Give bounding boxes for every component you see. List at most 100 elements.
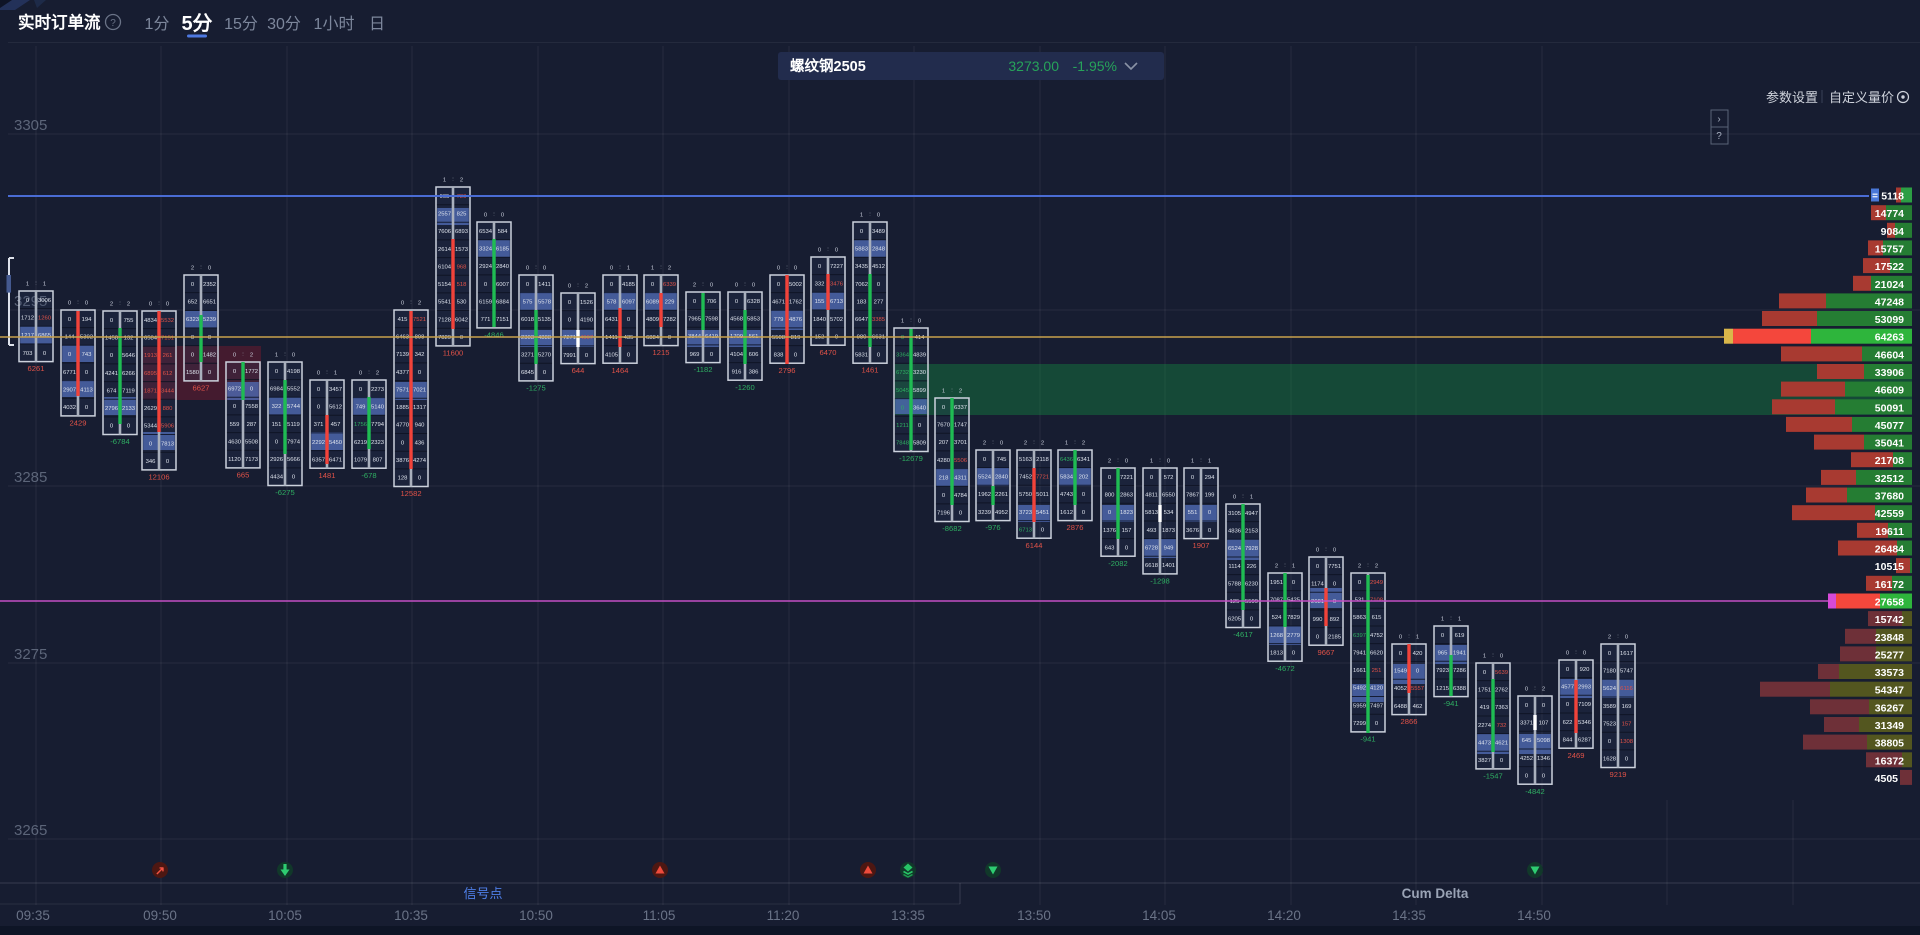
svg-text:6185: 6185: [496, 247, 510, 253]
svg-text:-1275: -1275: [526, 383, 545, 392]
svg-text:0: 0: [1208, 528, 1212, 534]
svg-text:6627: 6627: [193, 383, 210, 392]
svg-text:3006: 3006: [38, 298, 52, 304]
svg-text:26484: 26484: [1875, 544, 1904, 556]
svg-text:日: 日: [369, 16, 385, 33]
svg-text:⋮: ⋮: [826, 247, 830, 252]
svg-text:7497: 7497: [1370, 703, 1383, 709]
svg-text:6647: 6647: [855, 317, 868, 323]
svg-text:6357: 6357: [312, 457, 325, 463]
svg-text:665: 665: [237, 470, 250, 479]
svg-text:14:05: 14:05: [1142, 908, 1176, 923]
svg-text:0: 0: [627, 352, 631, 358]
svg-text:7151: 7151: [161, 336, 174, 342]
svg-text:6323: 6323: [186, 317, 200, 323]
svg-text:35041: 35041: [1875, 438, 1904, 450]
svg-text:25277: 25277: [1875, 649, 1904, 661]
svg-text:6397: 6397: [1353, 633, 1366, 639]
svg-text:?: ?: [110, 18, 116, 29]
svg-text:1217: 1217: [21, 333, 34, 339]
svg-text:3457: 3457: [329, 387, 342, 393]
svg-text:0: 0: [1500, 654, 1504, 660]
svg-text:2863: 2863: [1120, 493, 1134, 499]
svg-text:6116: 6116: [1620, 686, 1633, 692]
svg-text:0: 0: [418, 476, 422, 482]
svg-text:15742: 15742: [1875, 614, 1904, 626]
svg-text:5863: 5863: [1353, 615, 1367, 621]
svg-text:1215: 1215: [653, 348, 670, 357]
svg-text:0: 0: [317, 387, 321, 393]
svg-text:3371: 3371: [1520, 721, 1533, 727]
svg-text:6713: 6713: [830, 299, 844, 305]
svg-text:1482: 1482: [203, 352, 216, 358]
svg-text:5646: 5646: [122, 353, 136, 359]
svg-text:0: 0: [208, 370, 212, 376]
svg-text:0: 0: [233, 369, 237, 375]
svg-text:1712: 1712: [21, 316, 34, 322]
svg-text:643: 643: [1105, 545, 1116, 551]
svg-text:6337: 6337: [954, 405, 967, 411]
svg-text:6436: 6436: [1060, 457, 1074, 463]
svg-text:0: 0: [1125, 545, 1129, 551]
svg-text:3435: 3435: [855, 264, 869, 270]
svg-text:6266: 6266: [122, 371, 136, 377]
svg-text:2: 2: [376, 371, 379, 377]
svg-text:346: 346: [146, 459, 157, 465]
svg-text:0: 0: [526, 282, 530, 288]
svg-text:7848: 7848: [896, 441, 910, 447]
svg-text:2: 2: [1608, 635, 1611, 641]
svg-text:157: 157: [1622, 721, 1632, 727]
svg-text:1762: 1762: [789, 300, 802, 306]
svg-text:107: 107: [1539, 721, 1549, 727]
svg-text:7521: 7521: [413, 317, 426, 323]
svg-text:5119: 5119: [287, 422, 300, 428]
svg-text:6205: 6205: [1228, 617, 1242, 623]
svg-text:0: 0: [735, 299, 739, 305]
svg-text:1401: 1401: [1162, 563, 1175, 569]
svg-text:33573: 33573: [1875, 667, 1904, 679]
svg-text:5140: 5140: [371, 405, 385, 411]
svg-text:10:35: 10:35: [394, 908, 428, 923]
svg-text:参数设置: 参数设置: [1766, 90, 1818, 105]
svg-text:2557: 2557: [438, 212, 451, 218]
svg-text:⋮: ⋮: [1283, 563, 1287, 568]
svg-text:5344: 5344: [144, 424, 158, 430]
svg-text:1772: 1772: [245, 369, 258, 375]
svg-text:0: 0: [43, 351, 47, 357]
svg-text:3271: 3271: [521, 352, 534, 358]
svg-text:652: 652: [188, 300, 198, 306]
svg-text:1617: 1617: [1620, 651, 1633, 657]
svg-text:4113: 4113: [80, 387, 93, 393]
svg-text:2993: 2993: [1578, 685, 1592, 691]
svg-text:5906: 5906: [161, 424, 175, 430]
svg-text:7928: 7928: [1245, 546, 1259, 552]
svg-text:251: 251: [1372, 668, 1382, 674]
svg-text:194: 194: [82, 317, 93, 323]
svg-text:⋮: ⋮: [785, 265, 789, 270]
svg-text:7606: 7606: [438, 229, 452, 235]
svg-text:0: 0: [1358, 580, 1362, 586]
svg-text:332: 332: [815, 282, 825, 288]
svg-text:0: 0: [568, 284, 572, 290]
svg-text:2866: 2866: [1401, 717, 1418, 726]
svg-text:990: 990: [1313, 617, 1324, 623]
svg-text:457: 457: [331, 422, 341, 428]
svg-text:6339: 6339: [663, 282, 676, 288]
svg-text:5492: 5492: [1353, 686, 1366, 692]
svg-text:11600: 11600: [443, 348, 464, 357]
svg-text:11:05: 11:05: [643, 908, 676, 923]
svg-text:27658: 27658: [1875, 597, 1904, 609]
svg-text:⋮: ⋮: [659, 265, 663, 270]
svg-text:6620: 6620: [1370, 650, 1384, 656]
svg-text:-6784: -6784: [110, 437, 129, 446]
svg-text:⋮: ⋮: [1533, 686, 1537, 691]
svg-text:1: 1: [275, 353, 278, 359]
svg-text:9667: 9667: [1318, 648, 1335, 657]
svg-text:⋮: ⋮: [1199, 458, 1203, 463]
svg-text:0: 0: [191, 352, 195, 358]
svg-text:0: 0: [1566, 667, 1570, 673]
svg-text:4105: 4105: [605, 352, 619, 358]
svg-text:6230: 6230: [1245, 581, 1259, 587]
svg-text:7196: 7196: [937, 511, 951, 517]
svg-text:551: 551: [1188, 510, 1198, 516]
